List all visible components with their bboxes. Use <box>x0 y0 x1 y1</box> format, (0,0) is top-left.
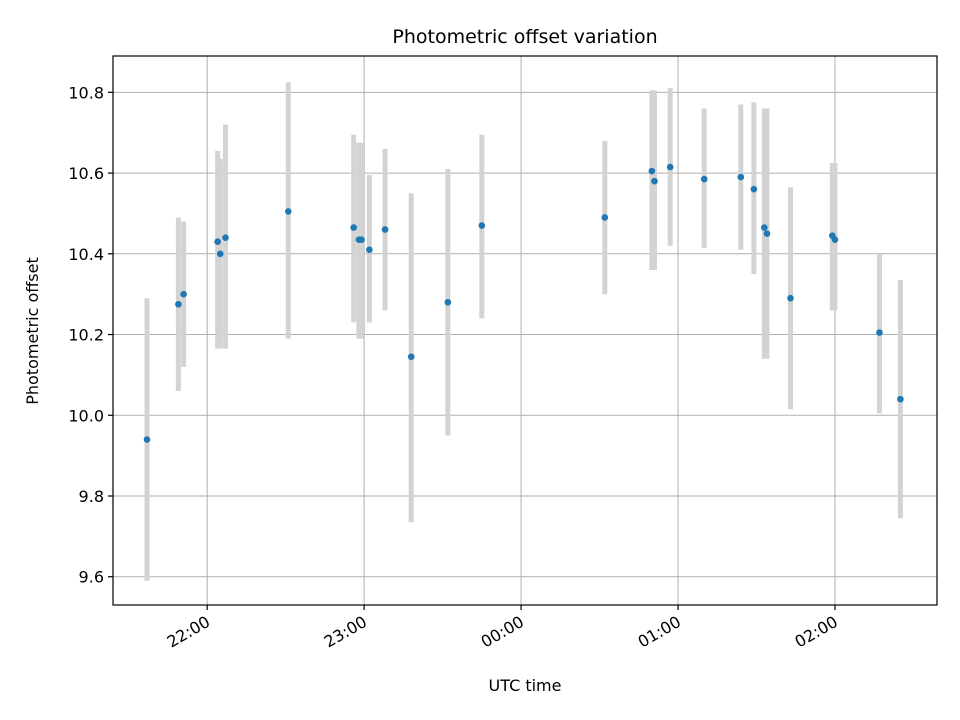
data-point <box>180 290 187 298</box>
data-point <box>284 208 292 215</box>
data-point <box>478 222 486 229</box>
data-point <box>143 436 151 443</box>
y-tick-label: 9.8 <box>79 487 104 506</box>
data-point <box>666 163 674 171</box>
data-point <box>366 246 373 254</box>
y-tick-label: 10.8 <box>68 83 104 102</box>
y-axis-label: Photometric offset <box>23 257 42 405</box>
data-point <box>761 224 768 231</box>
grid-layer <box>113 56 937 605</box>
data-point <box>897 395 904 403</box>
plot-frame <box>112 55 938 606</box>
data-point <box>651 177 658 185</box>
data-point <box>358 236 365 243</box>
data-point <box>876 329 883 336</box>
data-point <box>831 236 839 243</box>
y-tick-label: 10.2 <box>68 326 104 345</box>
data-point <box>737 173 745 181</box>
chart-title: Photometric offset variation <box>392 26 657 48</box>
data-point <box>407 353 415 361</box>
data-point <box>350 224 357 231</box>
data-point <box>763 230 771 237</box>
data-point <box>222 234 229 241</box>
y-tick-label: 9.6 <box>79 568 104 587</box>
data-point <box>444 298 452 306</box>
data-point <box>175 300 182 308</box>
data-point <box>601 214 609 221</box>
data-point <box>216 250 224 258</box>
data-point <box>787 294 794 302</box>
point-layer <box>143 163 904 443</box>
data-point <box>648 167 656 175</box>
x-axis-label: UTC time <box>489 676 562 695</box>
y-axis-ticks: 9.6 9.8 10.0 10.2 10.4 10.6 10.8 <box>68 83 113 587</box>
y-tick-label: 10.4 <box>68 245 104 264</box>
data-point <box>214 238 221 245</box>
data-point <box>750 185 758 193</box>
y-tick-label: 10.6 <box>68 164 104 183</box>
data-point <box>381 226 389 233</box>
y-tick-label: 10.0 <box>68 406 104 425</box>
data-point <box>700 175 708 183</box>
